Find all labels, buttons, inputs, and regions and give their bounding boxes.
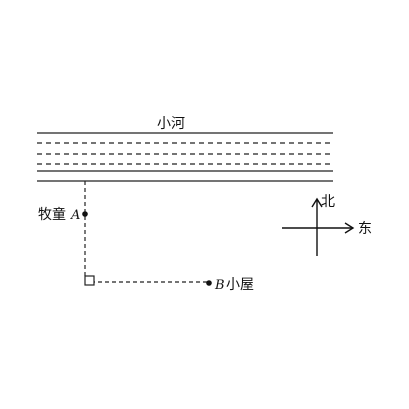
compass-east-label: 东 <box>358 221 372 237</box>
point-b-dot <box>206 280 212 286</box>
point-b-letter: B <box>214 278 225 293</box>
north-arrowhead-icon <box>311 197 323 208</box>
right-angle-marker <box>84 275 95 286</box>
east-arrowhead-icon <box>344 222 355 234</box>
river: 小河 <box>37 116 333 182</box>
compass: 北 东 <box>282 194 372 256</box>
point-a-dot <box>82 211 88 217</box>
house-name: 小屋 <box>226 277 254 293</box>
point-a-letter: A <box>70 208 80 223</box>
point-a: 牧童 A <box>38 206 88 223</box>
river-label: 小河 <box>157 116 185 132</box>
compass-north-label: 北 <box>321 194 335 210</box>
herder-name: 牧童 <box>38 206 66 223</box>
path <box>84 181 209 286</box>
point-b: B 小屋 <box>206 277 254 293</box>
